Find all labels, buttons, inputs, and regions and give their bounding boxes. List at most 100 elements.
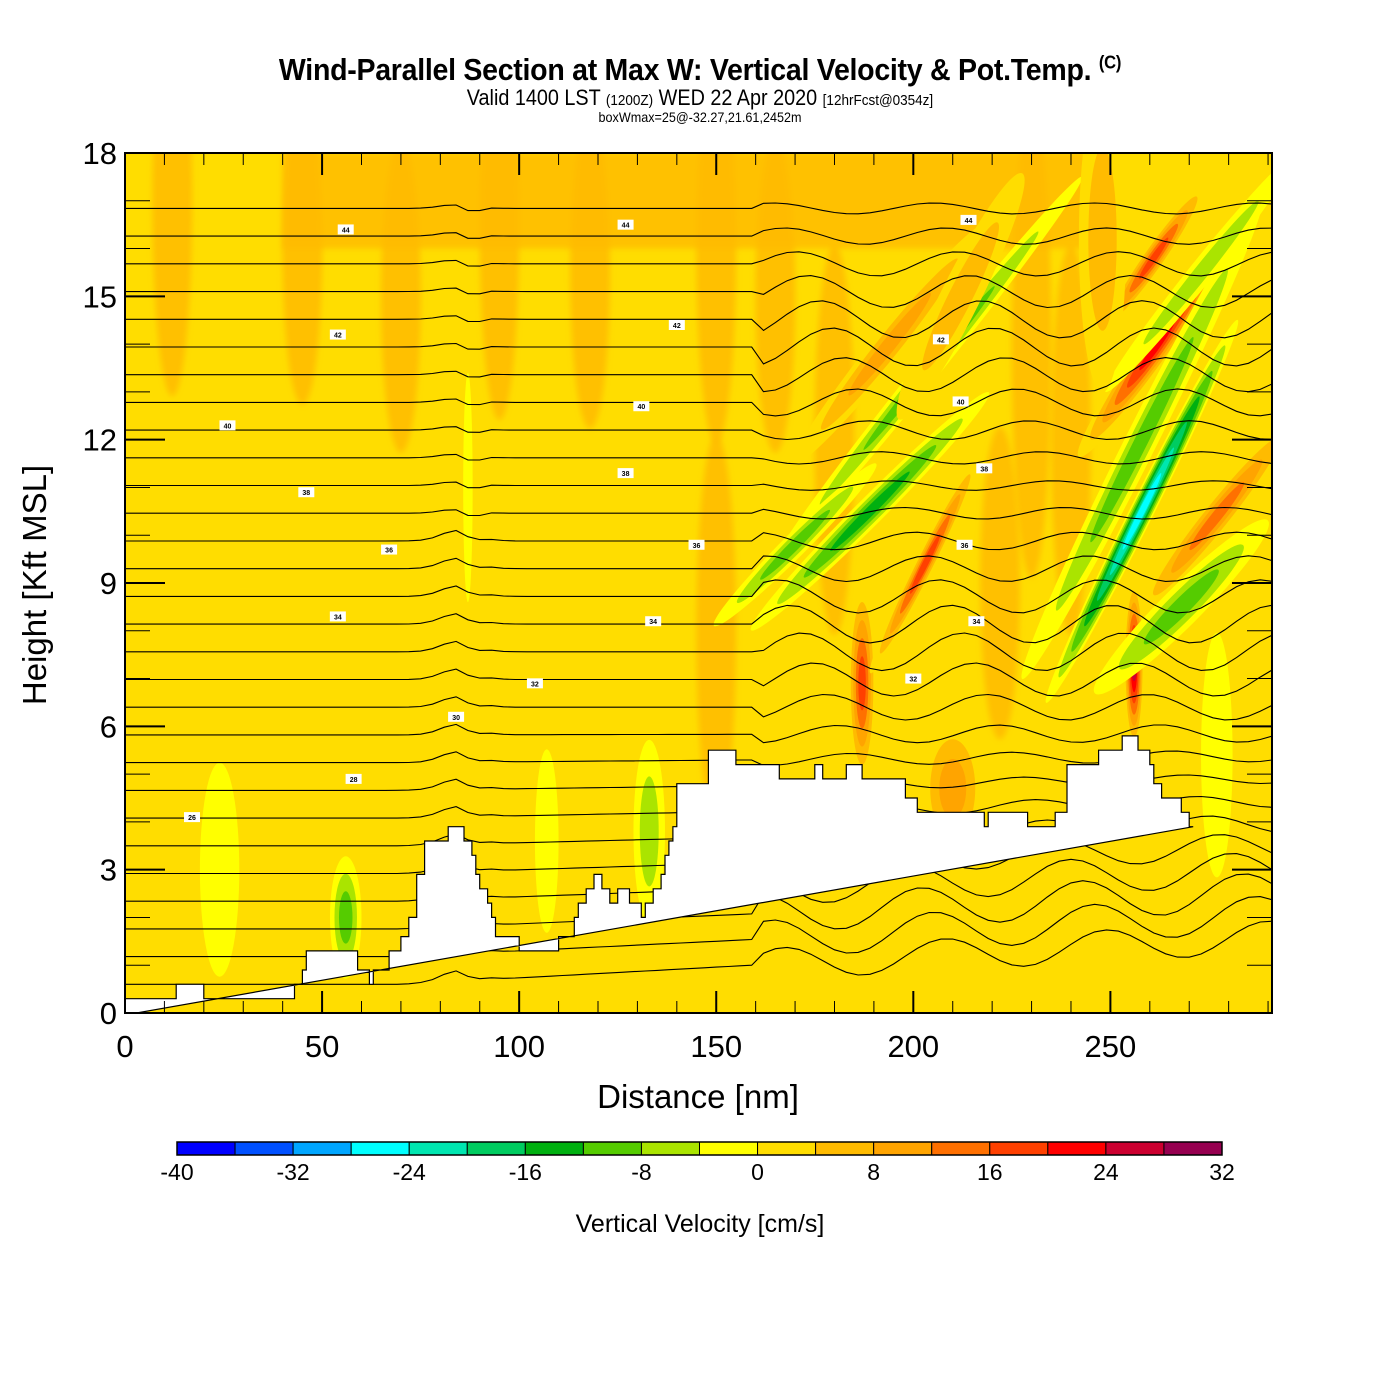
contour-label-text: 36: [961, 543, 969, 550]
contour-label-text: 38: [980, 466, 988, 473]
theta-contour-label: 34: [645, 616, 662, 627]
contour-label-bg: [345, 773, 362, 784]
downdraft-core: [1143, 200, 1259, 345]
theta-contour-label: 40: [952, 396, 969, 407]
colorbar-swatch: [1163, 1141, 1223, 1156]
colorbar-tick-label: -8: [631, 1159, 651, 1185]
colorbar-swatch: [699, 1141, 759, 1156]
theta-contour-label: 42: [668, 320, 685, 330]
colorbar-tick-label: -32: [276, 1159, 309, 1185]
contour-label-text: 42: [937, 337, 945, 344]
y-tick-label: 15: [83, 279, 117, 314]
x-tick-label: 250: [1085, 1029, 1137, 1064]
x-tick-label: 200: [887, 1029, 939, 1064]
contour-label-bg: [298, 487, 315, 498]
contour-label-bg: [184, 812, 201, 823]
theta-contour-line: [125, 480, 1272, 491]
vertical-velocity-field: [152, 153, 1272, 979]
colorbar-swatch: [176, 1141, 236, 1156]
theta-contour-line: [125, 327, 1272, 367]
colorbar-tick-label: 8: [867, 1159, 880, 1185]
theta-contour-label: 38: [617, 468, 634, 479]
x-tick-label: 150: [690, 1029, 742, 1064]
y-tick-label: 9: [100, 566, 117, 601]
x-axis-title: Distance [nm]: [597, 1078, 799, 1115]
contour-label-text: 40: [224, 423, 232, 430]
contour-label-bg: [968, 616, 985, 627]
theta-contour-line: [125, 873, 1272, 930]
theta-contour-line: [125, 579, 1272, 614]
updraft-core: [922, 222, 1000, 371]
contour-label-text: 44: [622, 223, 630, 230]
contour-label-bg: [381, 544, 398, 555]
colorbar: -40 -32 -24 -16 -8 0 8 16 24 32: [160, 1141, 1235, 1185]
theta-contour-line: [125, 420, 1272, 441]
theta-contour-line: [125, 251, 1272, 277]
weak-updraft-streak: [152, 153, 193, 397]
colorbar-swatch: [1047, 1141, 1107, 1156]
contour-label-bg: [633, 401, 650, 412]
colorbar-swatch: [582, 1141, 642, 1156]
theta-contour-label: 34: [329, 611, 346, 622]
contour-label-text: 36: [693, 543, 701, 550]
theta-contour-label: 44: [337, 224, 354, 235]
downdraft-core: [338, 891, 353, 944]
contour-label-bg: [688, 539, 705, 550]
colorbar-swatch: [931, 1141, 991, 1156]
contour-label-bg: [645, 616, 662, 627]
colorbar-title: Vertical Velocity [cm/s]: [576, 1210, 825, 1238]
theta-contour-line: [125, 451, 1272, 465]
contour-label-bg: [329, 329, 346, 340]
colorbar-swatch: [350, 1141, 410, 1156]
colorbar-swatch: [815, 1141, 875, 1156]
weak-updraft-streak: [980, 426, 1021, 740]
colorbar-swatch: [408, 1141, 468, 1156]
theta-contour-label: 30: [448, 711, 465, 722]
box-wmax-info: boxWmax=25@-32.27,21.61,2452m: [598, 109, 802, 125]
contour-label-bg: [952, 396, 969, 407]
colorbar-tick-label: -40: [160, 1159, 193, 1185]
downdraft-core: [639, 776, 659, 887]
theta-contour-line: [125, 274, 1272, 309]
theta-contour-line: [125, 506, 1272, 520]
theta-contour-line: [125, 920, 1272, 985]
theta-contour-line: [125, 723, 1272, 744]
contour-label-bg: [219, 420, 236, 431]
contour-label-bg: [668, 320, 685, 330]
updraft-core: [1189, 482, 1245, 551]
y-tick-label: 3: [100, 853, 117, 888]
colorbar-swatch: [989, 1141, 1049, 1156]
x-tick-label: 100: [493, 1029, 545, 1064]
contour-label-bg: [617, 468, 634, 479]
colorbar-frame: [176, 1141, 1223, 1156]
contour-label-text: 44: [965, 218, 973, 225]
colorbar-tick-label: -16: [509, 1159, 542, 1185]
contour-label-text: 38: [302, 490, 310, 497]
theta-contour-label: 38: [976, 463, 993, 474]
downdraft-core: [199, 762, 240, 977]
theta-contour-label: 40: [219, 420, 236, 431]
theta-contour-label: 32: [905, 673, 922, 684]
colorbar-swatch: [1105, 1141, 1165, 1156]
theta-contour-label: 34: [968, 616, 985, 627]
contour-label-text: 34: [972, 619, 980, 626]
theta-contour-label: 42: [329, 329, 346, 340]
contour-label-bg: [905, 673, 922, 684]
pot-temp-contour-labels: 44 44 44 42 42 42 40 40 40 38 38 38 36 36 36 34 34 34 32 32…: [184, 214, 993, 823]
forecast-info: [12hrFcst@0354z]: [822, 92, 934, 109]
updraft-core: [1088, 153, 1117, 331]
downdraft-core: [1090, 337, 1194, 543]
contour-label-text: 32: [531, 681, 539, 688]
contour-label-bg: [448, 711, 465, 722]
downdraft-core: [534, 749, 559, 933]
theta-contour-line: [125, 750, 1272, 767]
terrain-profile: [125, 735, 1194, 1013]
theta-contour-line: [125, 632, 1272, 672]
updraft-core: [939, 758, 967, 818]
colorbar-swatch: [524, 1141, 584, 1156]
theta-contour-label: 38: [298, 487, 315, 498]
contour-label-text: 40: [637, 404, 645, 411]
updraft-core: [848, 292, 931, 396]
y-tick-label: 12: [83, 423, 117, 458]
